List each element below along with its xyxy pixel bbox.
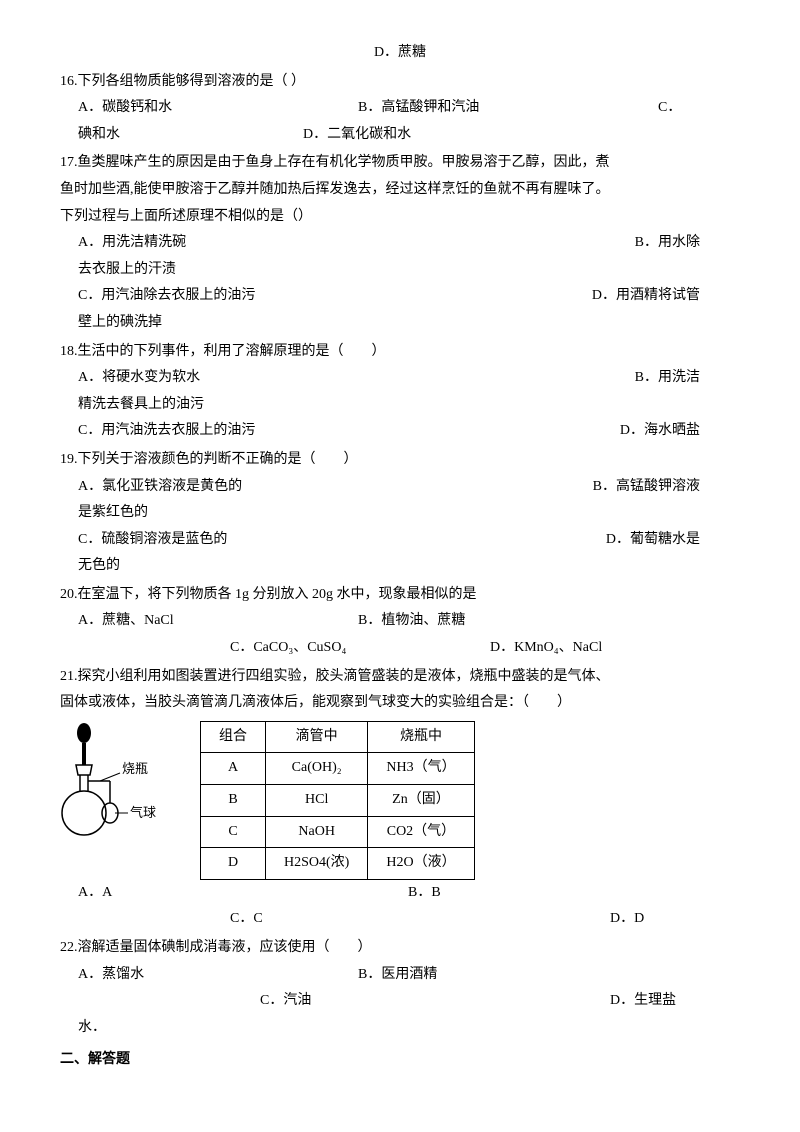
q22-row2b: 水．	[60, 1015, 740, 1042]
balloon-label: 气球	[130, 805, 156, 820]
q17-opt-d-part1: D．用酒精将试管	[592, 283, 700, 310]
q19-opt-a: A．氯化亚铁溶液是黄色的	[78, 474, 242, 501]
q22-opt-a: A．蒸馏水	[78, 962, 358, 989]
q17-opt-c: C．用汽油除去衣服上的油污	[78, 283, 255, 310]
table-row: A Ca(OH)₂ NH3（气）	[201, 753, 475, 785]
q17-row1b: 去衣服上的汗渍	[60, 257, 740, 284]
q16: 16.下列各组物质能够得到溶液的是（ ） A．碳酸钙和水 B．高锰酸钾和汽油 C…	[60, 69, 740, 149]
q21-stem-2: 固体或液体，当胶头滴管滴几滴液体后，能观察到气球变大的实验组合是：（ ）	[60, 690, 740, 717]
q20: 20.在室温下，将下列物质各 1g 分别放入 20g 水中，现象最相似的是 A．…	[60, 582, 740, 662]
q16-opt-c-label: C．	[658, 95, 681, 122]
q21-row1: A．A B．B	[60, 880, 740, 907]
q18-row1: A．将硬水变为软水 B．用洗洁	[60, 365, 740, 392]
q17-stem-3: 下列过程与上面所述原理不相似的是（）	[60, 204, 740, 231]
q16-row1: A．碳酸钙和水 B．高锰酸钾和汽油 C．	[60, 95, 740, 122]
q21-opt-d: D．D	[610, 906, 644, 933]
q17-row2: C．用汽油除去衣服上的油污 D．用酒精将试管	[60, 283, 740, 310]
q18-stem: 18.生活中的下列事件，利用了溶解原理的是（ ）	[60, 339, 740, 366]
q19-opt-c: C．硫酸铜溶液是蓝色的	[78, 527, 227, 554]
th-combo: 组合	[201, 721, 266, 753]
q16-opt-d: D．二氧化碳和水	[303, 122, 411, 149]
q21-row2: C．C D．D	[60, 906, 740, 933]
q18-opt-c: C．用汽油洗去衣服上的油污	[78, 418, 255, 445]
q22-stem: 22.溶解适量固体碘制成消毒液，应该使用（ ）	[60, 935, 740, 962]
q20-opt-c: C．CaCO₃、CuSO₄	[230, 635, 490, 662]
table-row: B HCl Zn（固）	[201, 785, 475, 817]
q20-stem: 20.在室温下，将下列物质各 1g 分别放入 20g 水中，现象最相似的是	[60, 582, 740, 609]
q21-opt-a: A．A	[78, 880, 408, 907]
q17-opt-b-part1: B．用水除	[635, 230, 700, 257]
q17-stem-1: 17.鱼类腥味产生的原因是由于鱼身上存在有机化学物质甲胺。甲胺易溶于乙醇，因此，…	[60, 150, 740, 177]
q22-opt-c: C．汽油	[260, 988, 610, 1015]
q18-opt-d: D．海水晒盐	[620, 418, 700, 445]
prev-option-d: D．蔗糖	[60, 40, 740, 67]
q21-stem-1: 21.探究小组利用如图装置进行四组实验，胶头滴管盛装的是液体，烧瓶中盛装的是气体…	[60, 664, 740, 691]
apparatus-icon: 烧瓶 气球	[60, 721, 170, 851]
q17-row1: A．用洗洁精洗碗 B．用水除	[60, 230, 740, 257]
q16-opt-b: B．高锰酸钾和汽油	[358, 95, 658, 122]
q18: 18.生活中的下列事件，利用了溶解原理的是（ ） A．将硬水变为软水 B．用洗洁…	[60, 339, 740, 445]
q20-opt-a: A．蔗糖、NaCl	[78, 608, 358, 635]
q22-row2: C．汽油 D．生理盐	[60, 988, 740, 1015]
q16-opt-a: A．碳酸钙和水	[78, 95, 358, 122]
q18-opt-a: A．将硬水变为软水	[78, 365, 200, 392]
section-2-title: 二、解答题	[60, 1047, 740, 1074]
q18-row1b: 精洗去餐具上的油污	[60, 392, 740, 419]
q21-table: 组合 滴管中 烧瓶中 A Ca(OH)₂ NH3（气） B HCl Zn（固） …	[200, 721, 475, 880]
q21-opt-c: C．C	[230, 906, 610, 933]
table-row: 组合 滴管中 烧瓶中	[201, 721, 475, 753]
q17-row2b: 壁上的碘洗掉	[60, 310, 740, 337]
th-dropper: 滴管中	[266, 721, 368, 753]
q16-stem: 16.下列各组物质能够得到溶液的是（ ）	[60, 69, 740, 96]
q17-opt-a: A．用洗洁精洗碗	[78, 230, 186, 257]
q19-stem: 19.下列关于溶液颜色的判断不正确的是（ ）	[60, 447, 740, 474]
q20-row2: C．CaCO₃、CuSO₄ D．KMnO₄、NaCl	[60, 635, 740, 662]
q21-figure-and-table: 烧瓶 气球 组合 滴管中 烧瓶中 A Ca(OH)₂ NH3（气） B HCl …	[60, 721, 740, 880]
q18-row2: C．用汽油洗去衣服上的油污 D．海水晒盐	[60, 418, 740, 445]
q22-opt-b: B．医用酒精	[358, 962, 437, 989]
q19: 19.下列关于溶液颜色的判断不正确的是（ ） A．氯化亚铁溶液是黄色的 B．高锰…	[60, 447, 740, 580]
q19-row1b: 是紫红色的	[60, 500, 740, 527]
q20-opt-d: D．KMnO₄、NaCl	[490, 635, 602, 662]
flask-label: 烧瓶	[122, 761, 148, 776]
q19-opt-d-part1: D．葡萄糖水是	[606, 527, 700, 554]
table-row: D H2SO4(浓) H2O（液）	[201, 848, 475, 880]
q22: 22.溶解适量固体碘制成消毒液，应该使用（ ） A．蒸馏水 B．医用酒精 C．汽…	[60, 935, 740, 1041]
q18-opt-b-part1: B．用洗洁	[635, 365, 700, 392]
q19-row1: A．氯化亚铁溶液是黄色的 B．高锰酸钾溶液	[60, 474, 740, 501]
q16-row2: 碘和水 D．二氧化碳和水	[60, 122, 740, 149]
q17: 17.鱼类腥味产生的原因是由于鱼身上存在有机化学物质甲胺。甲胺易溶于乙醇，因此，…	[60, 150, 740, 336]
q21-opt-b: B．B	[408, 880, 441, 907]
q16-opt-c: 碘和水	[78, 122, 303, 149]
table-row: C NaOH CO2（气）	[201, 816, 475, 848]
q22-row1: A．蒸馏水 B．医用酒精	[60, 962, 740, 989]
q20-opt-b: B．植物油、蔗糖	[358, 608, 465, 635]
q21: 21.探究小组利用如图装置进行四组实验，胶头滴管盛装的是液体，烧瓶中盛装的是气体…	[60, 664, 740, 933]
th-flask: 烧瓶中	[368, 721, 474, 753]
q17-stem-2: 鱼时加些酒,能使甲胺溶于乙醇并随加热后挥发逸去，经过这样烹饪的鱼就不再有腥味了。	[60, 177, 740, 204]
q19-row2: C．硫酸铜溶液是蓝色的 D．葡萄糖水是	[60, 527, 740, 554]
q22-opt-d-part1: D．生理盐	[610, 988, 676, 1015]
q20-row1: A．蔗糖、NaCl B．植物油、蔗糖	[60, 608, 740, 635]
q19-row2b: 无色的	[60, 553, 740, 580]
q19-opt-b-part1: B．高锰酸钾溶液	[593, 474, 700, 501]
